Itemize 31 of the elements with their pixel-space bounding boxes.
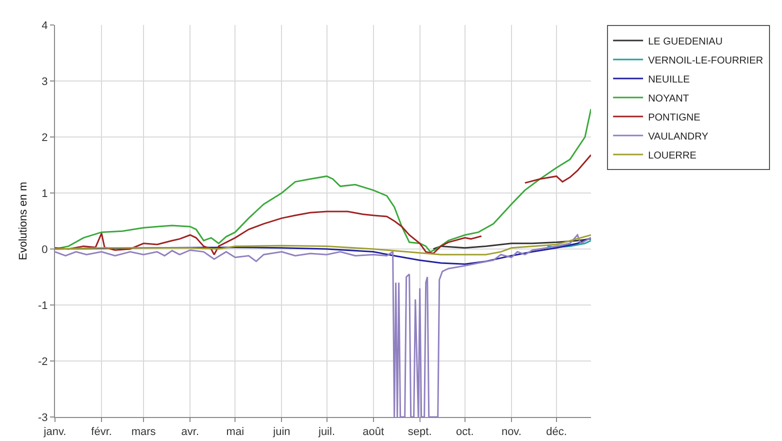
line-series	[546, 240, 591, 248]
x-tick-label: juil.	[317, 426, 336, 438]
y-tick-label: 2	[42, 132, 48, 144]
y-tick-label: 0	[42, 244, 48, 256]
legend-label: NOYANT	[648, 93, 690, 104]
legend-label: LOUERRE	[648, 150, 697, 162]
legend-label: VERNOIL-LE-FOURRIER	[648, 55, 764, 66]
x-tick-label: nov.	[501, 426, 522, 438]
line-series	[55, 234, 591, 256]
x-tick-label: oct.	[456, 426, 474, 438]
legend-label: PONTIGNE	[648, 112, 701, 124]
legend-label: LE GUEDENIAU	[648, 36, 723, 48]
x-tick-label: avr.	[181, 426, 199, 438]
line-series	[432, 238, 591, 250]
y-tick-label: -2	[38, 356, 48, 368]
legend-label: VAULANDRY	[648, 131, 709, 142]
x-tick-label: févr.	[91, 426, 112, 438]
x-tick-label: déc.	[546, 426, 567, 438]
x-tick-label: juin	[272, 426, 290, 438]
x-tick-label: mars	[131, 426, 156, 438]
x-tick-label: janv.	[42, 426, 66, 438]
y-axis-title: Evolutions en m	[18, 182, 30, 260]
y-tick-label: 1	[42, 188, 48, 200]
y-tick-label: 3	[42, 76, 48, 88]
x-tick-label: mai	[226, 426, 244, 438]
y-tick-label: 4	[42, 20, 48, 32]
y-tick-label: -3	[38, 412, 48, 424]
legend-label: NEUILLE	[648, 74, 690, 86]
x-tick-label: sept.	[408, 426, 432, 438]
x-tick-label: août	[362, 426, 384, 438]
y-tick-label: -1	[38, 300, 48, 312]
